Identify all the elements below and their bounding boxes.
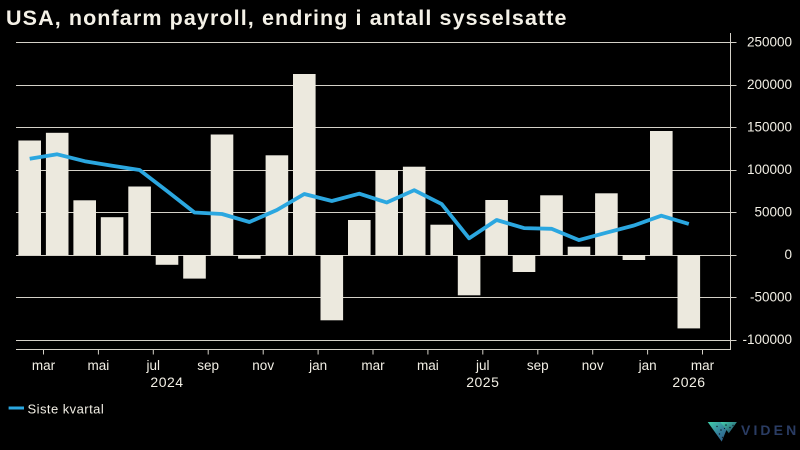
- svg-text:200000: 200000: [747, 77, 792, 92]
- svg-text:mai: mai: [417, 358, 439, 373]
- svg-text:2024: 2024: [150, 374, 183, 390]
- svg-text:nov: nov: [252, 358, 274, 373]
- svg-text:jul: jul: [146, 358, 161, 373]
- svg-text:mai: mai: [88, 358, 110, 373]
- svg-text:150000: 150000: [747, 120, 792, 135]
- svg-text:mar: mar: [361, 358, 385, 373]
- svg-text:mar: mar: [691, 358, 715, 373]
- svg-text:250000: 250000: [747, 35, 792, 50]
- svg-text:sep: sep: [527, 358, 549, 373]
- svg-text:sep: sep: [197, 358, 219, 373]
- svg-text:jul: jul: [475, 358, 490, 373]
- svg-text:-50000: -50000: [750, 290, 792, 305]
- svg-text:0: 0: [784, 247, 792, 262]
- svg-text:50000: 50000: [754, 205, 792, 220]
- svg-text:VIDEN: VIDEN: [741, 422, 799, 438]
- svg-text:100000: 100000: [747, 162, 792, 177]
- svg-text:Siste kvartal: Siste kvartal: [28, 401, 105, 416]
- svg-text:-100000: -100000: [742, 332, 792, 347]
- svg-text:2026: 2026: [672, 374, 705, 390]
- svg-text:nov: nov: [582, 358, 604, 373]
- svg-text:USA, nonfarm payroll, endring: USA, nonfarm payroll, endring i antall s…: [6, 6, 568, 30]
- svg-text:2025: 2025: [466, 374, 499, 390]
- svg-text:jan: jan: [638, 358, 657, 373]
- svg-text:jan: jan: [308, 358, 327, 373]
- svg-text:mar: mar: [32, 358, 56, 373]
